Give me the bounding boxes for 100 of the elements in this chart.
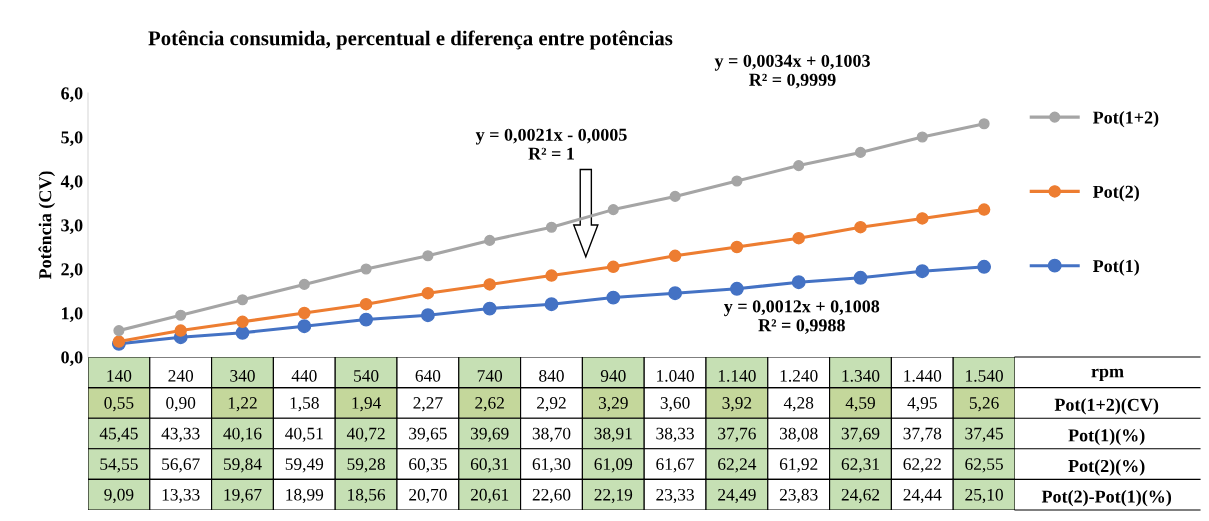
- point: [791, 275, 806, 290]
- x-tick-label: 1.240: [780, 370, 818, 382]
- point: [482, 301, 497, 316]
- category-label: Pot(2)-Pot(1)(%): [1041, 489, 1172, 507]
- text: 18,56: [348, 488, 386, 504]
- text: 3,60: [660, 397, 690, 412]
- text: 19,67: [224, 488, 262, 504]
- y-axis-title: Potência (CV): [38, 171, 56, 280]
- point: [545, 269, 558, 282]
- category-label: Pot(1+2)(CV): [1054, 398, 1159, 415]
- point: [668, 286, 683, 301]
- x-tick-label: 1.540: [966, 370, 1003, 382]
- point: [545, 221, 558, 233]
- text: 39,65: [409, 427, 447, 442]
- text: 61,09: [594, 458, 633, 473]
- text: 22,19: [594, 488, 633, 504]
- text: 20,70: [409, 488, 447, 504]
- text: 40,51: [285, 427, 323, 442]
- point: [420, 308, 435, 323]
- legend-label: Pot(2): [1092, 185, 1139, 202]
- x-tick-label: 1.340: [842, 370, 880, 382]
- text: 24,44: [903, 488, 942, 504]
- x-tick-label: 840: [539, 370, 564, 382]
- point: [916, 131, 928, 143]
- text: 23,83: [779, 488, 818, 504]
- x-axis-title: rpm: [1091, 368, 1124, 382]
- text: 61,67: [656, 458, 695, 473]
- point: [298, 278, 310, 290]
- point: [235, 325, 250, 340]
- text: 25,10: [965, 488, 1003, 504]
- text: 45,45: [99, 427, 138, 442]
- text: 38,91: [594, 427, 632, 442]
- y-tick-label: 2,0: [61, 263, 83, 279]
- legend-label: Pot(1+2): [1092, 110, 1159, 128]
- point: [793, 160, 805, 172]
- y-tick-label: 3,0: [61, 219, 83, 235]
- point: [236, 315, 249, 329]
- text: 61,92: [779, 458, 818, 473]
- text: 59,84: [223, 458, 262, 473]
- x-tick-label: 440: [291, 370, 317, 382]
- text: 1,22: [228, 397, 257, 412]
- text: 2,27: [413, 397, 443, 412]
- point: [854, 220, 867, 234]
- text: 38,33: [656, 427, 694, 442]
- text: 37,76: [718, 427, 756, 442]
- point: [978, 118, 990, 130]
- point: [297, 319, 312, 334]
- text: 24,49: [718, 488, 756, 504]
- x-tick-label: 240: [168, 370, 194, 382]
- text: 22,60: [532, 488, 571, 504]
- point: [298, 306, 311, 320]
- point: [669, 190, 681, 202]
- point: [729, 281, 744, 296]
- text: 2,92: [537, 397, 566, 412]
- x-tick-label: 640: [415, 370, 441, 382]
- text: 4,59: [845, 397, 875, 412]
- text: 2,62: [475, 397, 504, 412]
- text: 9,09: [104, 488, 134, 504]
- text: 37,78: [903, 427, 942, 442]
- y-tick-label: 1,0: [62, 307, 83, 323]
- x-tick-label: 540: [354, 370, 379, 382]
- text: 18,99: [286, 488, 324, 504]
- text: 20,61: [470, 488, 509, 504]
- text: 43,33: [161, 427, 200, 442]
- point: [730, 240, 744, 254]
- point: [731, 175, 743, 187]
- text: 60,35: [409, 458, 447, 473]
- text: 3,92: [722, 397, 752, 412]
- annotation: y = 0,0012x + 0,1008 R² = 0,9988: [723, 300, 880, 334]
- text: 60,31: [470, 458, 509, 473]
- x-tick-label: 740: [477, 370, 503, 382]
- point: [607, 260, 620, 274]
- text: 62,55: [965, 458, 1003, 473]
- point: [113, 325, 125, 337]
- point: [483, 278, 496, 291]
- text: 59,28: [347, 458, 385, 473]
- y-tick-label: 4,0: [60, 175, 83, 191]
- point: [359, 297, 373, 311]
- text: y = 0,0034x + 0,1003 R² = 0,9999: [714, 54, 870, 89]
- text: 62,31: [841, 458, 879, 473]
- text: 0,55: [104, 397, 134, 412]
- text: 40,72: [346, 427, 385, 442]
- text: 4,95: [907, 397, 937, 412]
- point: [792, 231, 805, 245]
- text: 13,33: [162, 488, 200, 504]
- point: [853, 270, 868, 285]
- point: [977, 203, 991, 216]
- point: [484, 234, 496, 246]
- y-tick-label: 0,0: [61, 351, 83, 367]
- point: [422, 250, 434, 262]
- point: [668, 249, 682, 263]
- text: 0,90: [166, 397, 196, 412]
- text: 40,16: [223, 427, 262, 442]
- point: [854, 146, 867, 158]
- text: 3,29: [598, 397, 628, 412]
- category-label: Pot(1)(%): [1068, 428, 1145, 446]
- annotation: y = 0,0021x - 0,0005 R² = 1: [475, 128, 627, 160]
- text: 61,30: [532, 458, 571, 473]
- point: [174, 324, 187, 337]
- x-tick-label: 1.140: [718, 370, 756, 382]
